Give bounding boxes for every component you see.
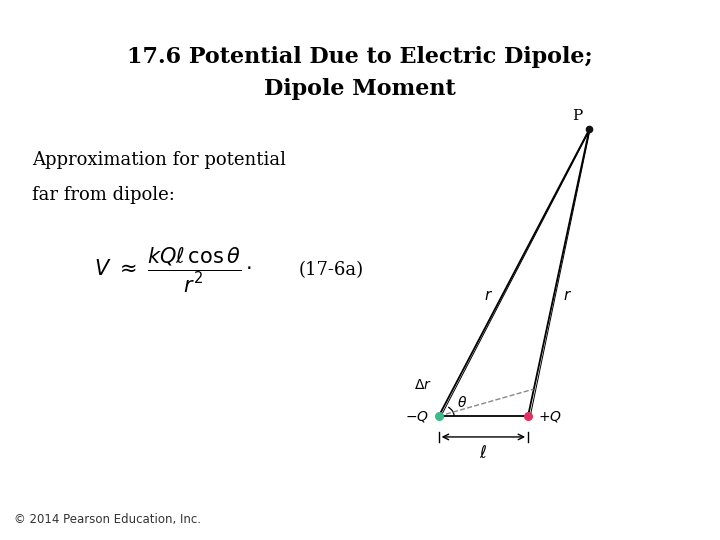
Text: Approximation for potential: Approximation for potential [32,151,287,169]
Text: $+Q$: $+Q$ [538,409,562,424]
Text: (17-6a): (17-6a) [299,261,364,279]
Text: $\theta$: $\theta$ [457,395,467,410]
Text: © 2014 Pearson Education, Inc.: © 2014 Pearson Education, Inc. [14,514,202,526]
Text: $r$: $r$ [563,288,572,303]
Text: 17.6 Potential Due to Electric Dipole;: 17.6 Potential Due to Electric Dipole; [127,46,593,68]
Text: $\Delta r$: $\Delta r$ [414,378,432,392]
Text: $\ell$: $\ell$ [480,444,487,462]
Text: Dipole Moment: Dipole Moment [264,78,456,100]
Text: $r$: $r$ [484,288,492,303]
Text: far from dipole:: far from dipole: [32,186,175,204]
Text: $V \ \approx \ \dfrac{kQ\ell\,\cos\theta}{r^2}\cdot$: $V \ \approx \ \dfrac{kQ\ell\,\cos\theta… [94,246,252,294]
Text: $-Q$: $-Q$ [405,409,428,424]
Text: P: P [572,109,582,123]
